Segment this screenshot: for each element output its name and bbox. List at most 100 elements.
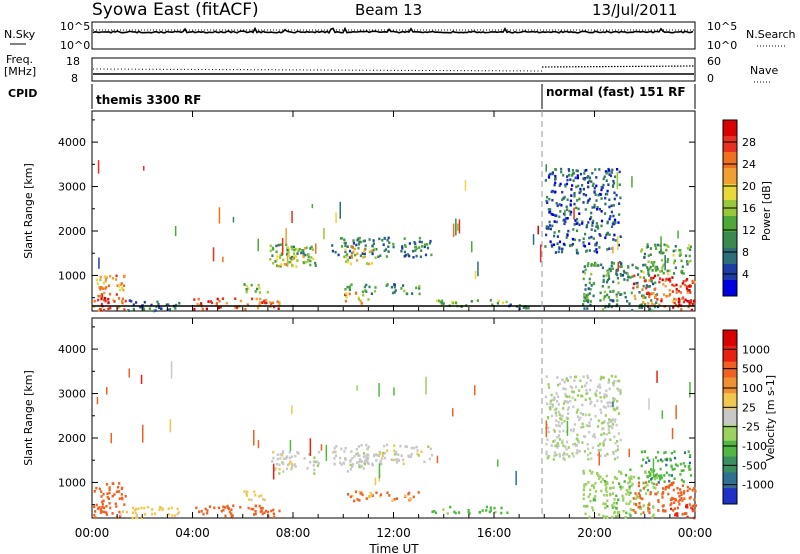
power-echo-cell <box>606 231 609 235</box>
velocity-echo-cell <box>648 511 651 514</box>
power-echo-cell <box>551 224 554 228</box>
velocity-colorbar-swatch <box>723 377 737 394</box>
velocity-echo-cell <box>397 453 400 456</box>
power-echo-cell <box>672 254 675 257</box>
velocity-echo-cell <box>625 511 628 515</box>
power-echo-cell <box>154 309 157 312</box>
velocity-echo-cell <box>371 463 375 467</box>
nsky-label: N.Sky <box>4 28 36 41</box>
power-echo-cell <box>678 303 681 306</box>
velocity-echo-cell <box>616 448 619 451</box>
velocity-colorbar-tick-label: 25 <box>742 401 756 414</box>
power-echo-cell <box>584 288 587 291</box>
power-echo-cell <box>655 301 658 304</box>
power-echo-cell <box>600 263 603 267</box>
power-echo-cell <box>349 262 353 266</box>
power-echo-cell <box>193 307 196 311</box>
velocity-echo-cell <box>342 461 345 465</box>
velocity-echo-cell <box>592 508 595 512</box>
velocity-echo-cell <box>309 460 312 464</box>
velocity-echo-cell <box>635 494 638 498</box>
velocity-echo-cell <box>314 460 317 464</box>
power-echo-cell <box>340 237 344 240</box>
velocity-echo-cell <box>620 472 623 475</box>
power-echo-cell <box>686 262 689 266</box>
velocity-echo-cell <box>481 509 484 512</box>
power-echo-cell <box>418 246 421 249</box>
power-echo-cell <box>576 169 579 173</box>
velocity-echo-cell <box>386 443 389 447</box>
velocity-echo-cell <box>263 511 266 515</box>
power-echo-cell <box>642 271 645 274</box>
velocity-echo-cell <box>547 426 550 430</box>
velocity-echo-cell <box>397 459 400 462</box>
power-echo-cell <box>414 245 418 249</box>
power-echo-cell <box>612 179 615 183</box>
velocity-echo-cell <box>115 490 118 494</box>
velocity-echo-cell <box>111 512 114 515</box>
velocity-echo-cell <box>136 516 139 519</box>
velocity-echo-cell <box>393 449 396 453</box>
velocity-echo-cell <box>667 486 670 489</box>
velocity-echo-cell <box>603 479 607 483</box>
velocity-echo-cell <box>556 400 559 403</box>
velocity-echo-cell <box>581 422 584 426</box>
velocity-echo-cell <box>604 406 607 409</box>
power-echo-cell <box>551 171 554 174</box>
power-echo-cell <box>311 248 314 251</box>
velocity-echo-cell <box>429 447 432 451</box>
power-echo-cell <box>691 279 694 283</box>
velocity-echo-cell <box>673 477 676 480</box>
velocity-echo-cell <box>688 461 691 465</box>
power-echo-cell <box>122 288 125 292</box>
power-echo-cell <box>594 168 597 171</box>
velocity-echo-cell <box>666 485 669 489</box>
power-echo-cell <box>584 208 587 211</box>
velocity-echo-cell <box>586 453 589 457</box>
power-echo-cell <box>679 291 682 294</box>
velocity-echo-cell <box>333 450 336 454</box>
velocity-echo-cell <box>560 414 563 418</box>
velocity-echo-cell <box>373 453 376 457</box>
power-echo-cell <box>686 289 689 292</box>
velocity-echo-cell <box>562 444 565 447</box>
nsky-tick-bottom: 10^0 <box>60 39 90 52</box>
velocity-echo-cell <box>118 482 121 485</box>
power-echo-streak <box>537 225 539 235</box>
power-echo-cell <box>605 274 608 277</box>
velocity-echo-cell <box>222 505 225 509</box>
velocity-colorbar-tick-label: -100 <box>742 440 767 453</box>
velocity-echo-cell <box>254 493 257 497</box>
power-echo-cell <box>569 213 572 216</box>
power-echo-cell <box>618 213 621 216</box>
power-echo-cell <box>280 253 283 256</box>
power-echo-cell <box>586 296 589 299</box>
velocity-echo-cell <box>360 491 363 495</box>
velocity-echo-cell <box>588 515 591 519</box>
velocity-echo-cell <box>637 484 640 488</box>
velocity-echo-cell <box>588 493 592 496</box>
velocity-echo-cell <box>625 489 628 492</box>
power-echo-cell <box>368 285 371 289</box>
power-echo-cell <box>594 243 597 247</box>
velocity-echo-cell <box>147 505 150 509</box>
power-echo-cell <box>386 239 389 242</box>
power-echo-cell <box>373 290 377 293</box>
power-echo-cell <box>687 247 690 250</box>
power-echo-cell <box>256 306 260 310</box>
velocity-echo-cell <box>600 480 603 484</box>
power-echo-cell <box>584 283 587 287</box>
velocity-echo-cell <box>545 442 548 446</box>
power-echo-cell <box>593 190 596 193</box>
power-echo-cell <box>334 250 337 254</box>
velocity-echo-cell <box>657 509 660 512</box>
power-echo-cell <box>595 199 598 202</box>
velocity-echo-cell <box>670 481 673 485</box>
velocity-echo-cell <box>285 457 288 460</box>
velocity-echo-cell <box>679 473 682 476</box>
velocity-echo-cell <box>316 460 319 464</box>
velocity-echo-cell <box>602 502 605 505</box>
power-echo-cell <box>588 292 591 295</box>
power-colorbar-swatch <box>723 136 737 153</box>
power-echo-cell <box>558 215 561 219</box>
